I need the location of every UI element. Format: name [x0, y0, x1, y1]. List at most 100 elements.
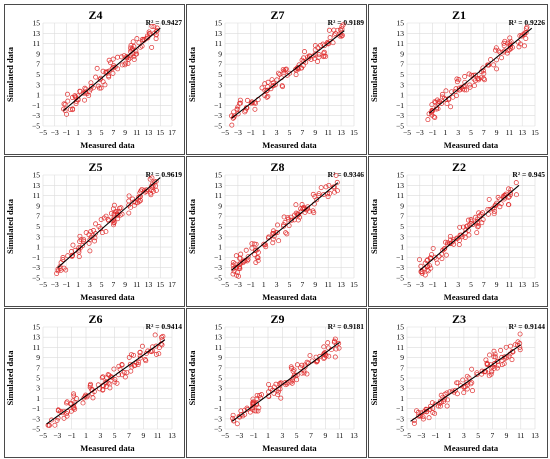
scatter-point: [460, 377, 466, 383]
scatter-point: [243, 247, 249, 253]
scatter-point: [461, 390, 467, 396]
scatter-point: [444, 101, 450, 107]
scatter-point: [148, 190, 153, 196]
scatter-point: [434, 97, 440, 103]
x-tick-label: 1: [262, 280, 266, 289]
scatter-point: [483, 357, 489, 363]
y-tick-label: 13: [215, 333, 223, 342]
x-tick-label: 7: [301, 128, 305, 137]
scatter-point: [431, 114, 437, 120]
y-axis-label: Simulated data: [369, 350, 379, 406]
scatter-point: [106, 74, 112, 80]
scatter-point: [68, 408, 74, 414]
y-tick-label: 5: [218, 222, 222, 231]
scatter-point: [105, 372, 111, 378]
chart-panel-z8: −5 −3 −1 1 3 5 7 9 11 13 15 −5 −3 −1 1 3 5 7 9 11 13 15 Measur…: [186, 156, 367, 307]
y-tick-label: 15: [215, 19, 223, 28]
scatter-point: [316, 191, 322, 197]
scatter-point: [326, 182, 332, 188]
scatter-point: [454, 235, 460, 241]
y-tick-label: 1: [400, 91, 404, 100]
fit-line: [63, 27, 161, 111]
r-squared-label: R² = 0.9427: [146, 18, 183, 27]
x-tick-label: −3: [51, 128, 59, 137]
x-tick-label: 3: [280, 431, 284, 440]
fit-line: [231, 182, 339, 271]
scatter-point: [418, 263, 424, 269]
scatter-point: [464, 379, 470, 385]
scatter-point: [61, 415, 67, 421]
scatter-point: [467, 84, 473, 90]
x-axis-label: Measured data: [80, 140, 135, 150]
chart-svg: −5 −3 −1 1 3 5 7 9 11 13 15−5−3−113579111315Measur…: [187, 160, 364, 302]
scatter-point: [99, 230, 105, 236]
scatter-point: [139, 187, 145, 192]
y-tick-label: 1: [218, 91, 222, 100]
scatter-point: [131, 363, 137, 369]
fit-line: [46, 339, 166, 425]
x-tick-label: 9: [495, 280, 499, 289]
scatter-point: [318, 42, 323, 48]
y-tick-label: −5: [396, 122, 404, 131]
scatter-point: [94, 65, 100, 71]
scatter-point: [263, 244, 269, 250]
scatter-point: [93, 74, 99, 80]
x-tick-label: 7: [482, 280, 486, 289]
scatter-point: [73, 94, 79, 100]
scatter-point: [523, 30, 529, 35]
scatter-point: [320, 41, 326, 47]
scatter-point: [149, 23, 155, 29]
scatter-point: [159, 342, 165, 348]
scatter-point: [64, 111, 70, 117]
scatter-point: [316, 52, 322, 57]
scatter-point: [259, 85, 265, 91]
scatter-point: [126, 210, 132, 216]
scatter-point: [492, 351, 498, 357]
x-tick-label: 1: [84, 431, 88, 440]
x-tick-label: 1: [76, 280, 80, 289]
scatter-point: [322, 350, 328, 356]
scatter-point: [321, 191, 327, 197]
scatter-point: [88, 381, 93, 387]
scatter-point: [149, 181, 155, 187]
x-tick-label: −1: [68, 431, 76, 440]
scatter-point: [411, 420, 417, 426]
y-tick-label: 3: [36, 232, 40, 241]
scatter-point: [435, 100, 441, 106]
scatter-point: [149, 185, 155, 191]
scatter-point: [100, 374, 106, 380]
y-tick-label: 11: [215, 343, 222, 352]
scatter-point: [71, 405, 77, 410]
scatter-point: [507, 35, 513, 41]
scatter-point: [86, 240, 92, 246]
scatter-point: [312, 194, 318, 200]
scatter-point: [321, 49, 327, 55]
scatter-point: [432, 115, 438, 120]
scatter-point: [452, 387, 458, 393]
x-tick-label: −3: [51, 280, 59, 289]
scatter-point: [487, 352, 492, 358]
scatter-point: [159, 334, 164, 340]
scatter-point: [442, 391, 448, 397]
y-tick-label: 5: [36, 70, 40, 79]
scatter-point: [235, 111, 241, 117]
scatter-point: [254, 392, 260, 398]
scatter-point: [82, 85, 88, 91]
scatter-point: [304, 371, 310, 377]
scatter-point: [276, 238, 282, 244]
scatter-point: [275, 392, 281, 397]
scatter-point: [507, 40, 513, 46]
x-tick-label: 3: [98, 431, 102, 440]
scatter-point: [130, 39, 136, 45]
x-axis-label: Measured data: [80, 443, 135, 453]
y-tick-label: 13: [215, 181, 223, 190]
scatter-point: [245, 254, 251, 260]
scatter-point: [109, 66, 115, 72]
y-tick-label: −5: [214, 274, 222, 283]
x-tick-label: −3: [416, 128, 424, 137]
y-tick-label: −1: [214, 404, 222, 413]
y-tick-label: 1: [36, 243, 40, 252]
x-tick-label: 13: [337, 280, 345, 289]
scatter-point: [506, 186, 512, 192]
x-axis-label: Measured data: [262, 443, 317, 453]
